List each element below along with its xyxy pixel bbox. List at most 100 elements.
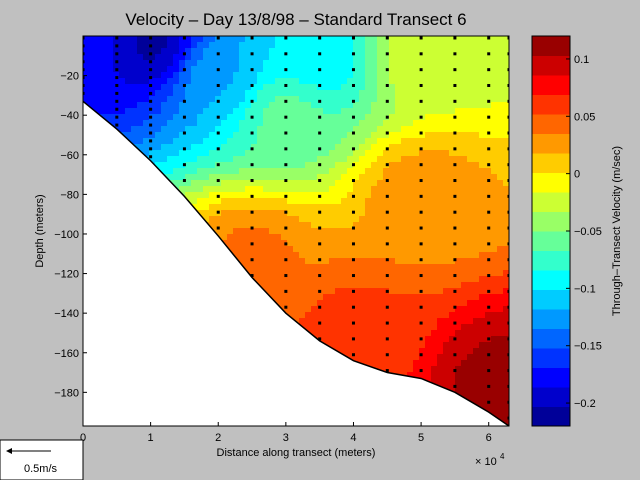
measurement-point — [487, 68, 491, 72]
measurement-point — [83, 36, 85, 40]
measurement-point — [419, 52, 423, 56]
colorbar-label: Through–Transect Velocity (m/sec) — [611, 146, 623, 316]
measurement-point — [385, 163, 389, 167]
measurement-point — [284, 274, 288, 278]
measurement-point — [507, 369, 509, 373]
measurement-point — [453, 99, 457, 103]
measurement-point — [487, 384, 491, 388]
scale-legend-box — [0, 439, 84, 480]
measurement-point — [385, 369, 389, 373]
measurement-point — [250, 242, 254, 246]
measurement-point — [216, 179, 220, 183]
measurement-point — [507, 99, 509, 103]
measurement-point — [318, 131, 322, 135]
measurement-point — [487, 210, 491, 214]
measurement-point — [487, 52, 491, 56]
measurement-point — [507, 384, 509, 388]
measurement-point — [453, 115, 457, 119]
measurement-point — [507, 36, 509, 40]
measurement-point — [115, 36, 119, 40]
measurement-point — [318, 115, 322, 119]
measurement-point — [507, 416, 509, 420]
colorbar-segment — [532, 348, 570, 368]
measurement-point — [487, 194, 491, 198]
measurement-point — [250, 210, 254, 214]
measurement-point — [115, 83, 119, 87]
measurement-point — [419, 210, 423, 214]
measurement-point — [182, 52, 186, 56]
measurement-point — [453, 242, 457, 246]
measurement-point — [318, 289, 322, 293]
measurement-point — [507, 337, 509, 341]
measurement-point — [351, 242, 355, 246]
measurement-point — [453, 321, 457, 325]
measurement-point — [250, 274, 254, 278]
measurement-point — [385, 83, 389, 87]
measurement-point — [284, 52, 288, 56]
measurement-point — [419, 131, 423, 135]
measurement-point — [149, 76, 153, 80]
velocity-field — [83, 36, 509, 426]
x-tick-label: 3 — [283, 432, 289, 444]
colorbar-tick-label: 0.05 — [574, 111, 595, 123]
colorbar-tick-label: −0.05 — [574, 226, 602, 238]
measurement-point — [453, 163, 457, 167]
measurement-point — [216, 163, 220, 167]
y-tick-label: −180 — [54, 387, 79, 399]
measurement-point — [487, 353, 491, 357]
measurement-point — [385, 226, 389, 230]
measurement-point — [453, 83, 457, 87]
measurement-point — [385, 99, 389, 103]
scale-arrowhead-icon — [6, 448, 12, 454]
measurement-point — [419, 305, 423, 309]
measurement-point — [216, 131, 220, 135]
x-tick-label: 2 — [215, 432, 221, 444]
measurement-point — [385, 242, 389, 246]
measurement-point — [318, 99, 322, 103]
measurement-point — [385, 131, 389, 135]
measurement-point — [419, 36, 423, 40]
measurement-point — [318, 163, 322, 167]
measurement-point — [182, 99, 186, 103]
measurement-point — [318, 147, 322, 151]
colorbar-segment — [532, 94, 570, 115]
measurement-point — [318, 305, 322, 309]
measurement-point — [487, 258, 491, 262]
scale-legend-label: 0.5m/s — [24, 463, 58, 475]
colorbar-segment — [532, 250, 570, 271]
measurement-point — [487, 163, 491, 167]
measurement-point — [453, 274, 457, 278]
measurement-point — [487, 400, 491, 404]
measurement-point — [284, 99, 288, 103]
measurement-point — [318, 337, 322, 341]
measurement-point — [149, 99, 153, 103]
measurement-point — [419, 115, 423, 119]
measurement-point — [149, 115, 153, 119]
measurement-point — [284, 289, 288, 293]
measurement-point — [351, 36, 355, 40]
measurement-point — [149, 147, 153, 151]
measurement-point — [507, 289, 509, 293]
measurement-point — [182, 115, 186, 119]
measurement-point — [351, 353, 355, 357]
measurement-point — [351, 194, 355, 198]
measurement-point — [419, 353, 423, 357]
measurement-point — [149, 36, 153, 40]
measurement-point — [419, 258, 423, 262]
measurement-point — [182, 131, 186, 135]
measurement-point — [216, 52, 220, 56]
measurement-point — [250, 68, 254, 72]
measurement-point — [284, 226, 288, 230]
measurement-point — [453, 289, 457, 293]
measurement-point — [216, 226, 220, 230]
measurement-point — [115, 60, 119, 64]
measurement-point — [385, 353, 389, 357]
measurement-point — [487, 179, 491, 183]
measurement-point — [351, 179, 355, 183]
measurement-point — [385, 258, 389, 262]
seafloor-mask — [83, 101, 509, 426]
measurement-point — [385, 194, 389, 198]
measurement-point — [507, 194, 509, 198]
measurement-points — [83, 36, 509, 420]
